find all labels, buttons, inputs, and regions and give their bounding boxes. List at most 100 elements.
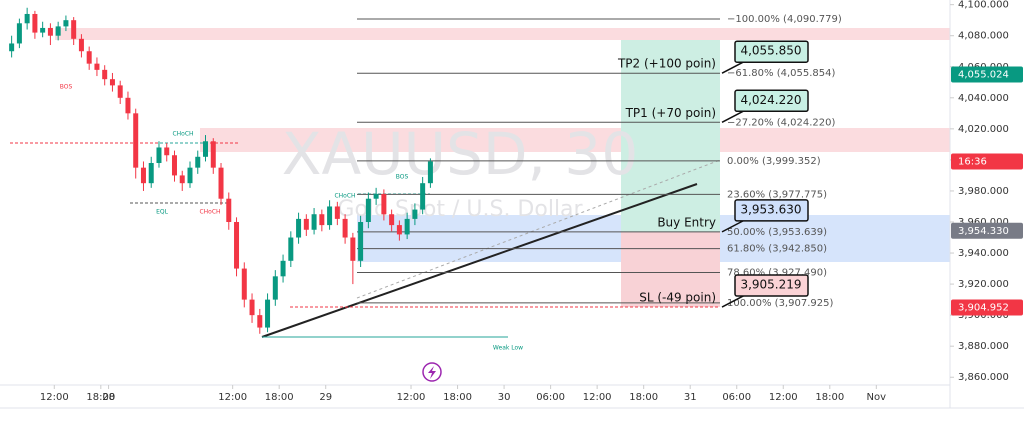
candle-body <box>40 27 46 33</box>
y-tick-label: 3,860.000 <box>958 372 1009 383</box>
candle-body <box>404 218 410 235</box>
candle-body <box>381 194 387 215</box>
candle-body <box>342 218 348 238</box>
y-tick-label: 3,940.000 <box>958 248 1009 259</box>
structure-label: EQL <box>156 209 169 216</box>
fib-label: 50.00% (3,953.639) <box>727 227 827 238</box>
callout-pointer <box>721 294 746 308</box>
candle-body <box>319 214 325 226</box>
callout-pointer <box>721 219 746 233</box>
candle-body <box>9 43 15 52</box>
callout-box <box>734 40 809 63</box>
price-tag <box>951 66 1023 83</box>
candle-body <box>280 260 286 277</box>
y-tick-label: 3,920.000 <box>958 279 1009 290</box>
candle-body <box>350 237 356 261</box>
y-tick-label: 3,880.000 <box>958 341 1009 352</box>
candle-body <box>412 209 418 219</box>
fib-label: 100.00% (3,907.925) <box>727 298 833 309</box>
y-tick-label: 4,100.000 <box>958 0 1009 11</box>
price-tag-label: 4,055.024 <box>958 69 1009 80</box>
countdown-label: 16:36 <box>958 156 987 167</box>
candle-body <box>389 214 395 226</box>
candle-body <box>210 141 216 168</box>
x-tick-label: 18:00 <box>265 392 294 403</box>
candle-body <box>203 141 209 157</box>
supply-zone <box>200 128 950 152</box>
trend-line <box>261 183 698 338</box>
y-tick-label: 3,980.000 <box>958 186 1009 197</box>
fib-label: −61.80% (4,055.854) <box>727 68 835 79</box>
x-tick-label: 12:00 <box>397 392 426 403</box>
countdown-tag <box>951 153 1023 170</box>
callout-box <box>734 89 809 113</box>
candle-body <box>303 218 309 230</box>
candle-body <box>427 161 433 184</box>
callout-label: 4,024.220 <box>740 93 801 107</box>
callout-label: 3,905.219 <box>740 278 801 292</box>
x-tick-label: 29 <box>319 392 332 403</box>
candle-body <box>171 155 177 176</box>
supply-zone <box>55 28 950 40</box>
y-tick-label: 4,040.000 <box>958 93 1009 104</box>
level-text: SL (-49 poin) <box>639 291 716 305</box>
structure-label: CHoCH <box>172 131 193 138</box>
fib-label: −27.20% (4,024.220) <box>727 117 835 128</box>
dashed-line <box>356 159 721 299</box>
price-tag-label: 3,904.952 <box>958 302 1009 313</box>
candle-body <box>249 299 255 316</box>
y-tick-label: 3,960.000 <box>958 217 1009 228</box>
candle-body <box>265 299 271 328</box>
candle-body <box>117 85 123 98</box>
level-text: TP1 (+70 poin) <box>625 106 716 120</box>
candle-body <box>257 315 263 328</box>
candle-body <box>164 147 170 156</box>
candle-body <box>78 38 84 52</box>
x-tick-label: 18:00 <box>815 392 844 403</box>
candle-body <box>226 198 232 222</box>
candle-body <box>296 218 302 238</box>
candle-body <box>365 198 371 222</box>
fib-label: 78.60% (3,927.490) <box>727 267 827 278</box>
level-text: Buy Entry <box>657 215 716 229</box>
profit-area <box>621 40 720 232</box>
candle-body <box>234 221 240 269</box>
candle-body <box>358 221 364 261</box>
candle-body <box>187 167 193 184</box>
candle-body <box>288 237 294 261</box>
fib-label: 61.80% (3,942.850) <box>727 244 827 255</box>
candle-body <box>55 26 61 36</box>
callout-box <box>734 274 809 297</box>
x-tick-label: 12:00 <box>218 392 247 403</box>
candle-body <box>32 13 38 33</box>
x-tick-label: 06:00 <box>536 392 565 403</box>
candle-body <box>148 163 154 184</box>
candle-body <box>125 97 131 114</box>
candle-body <box>373 194 379 199</box>
structure-label: BOS <box>396 174 409 181</box>
candle-body <box>94 63 100 70</box>
candle-body <box>102 69 108 80</box>
structure-label: CHoCH <box>199 209 220 216</box>
candle-body <box>156 147 162 164</box>
x-tick-label: 28 <box>102 392 115 403</box>
loss-area <box>621 232 720 307</box>
candle-body <box>24 13 30 24</box>
candle-body <box>109 79 115 86</box>
callout-label: 3,953.630 <box>740 202 801 216</box>
y-tick-label: 4,080.000 <box>958 31 1009 42</box>
candle-body <box>63 20 69 27</box>
candle-body <box>140 167 146 184</box>
candle-body <box>86 51 92 64</box>
x-tick-label: 12:00 <box>40 392 69 403</box>
fib-label: −100.00% (4,090.779) <box>727 14 842 25</box>
lightning-bolt <box>428 366 436 379</box>
x-tick-label: Nov <box>867 392 887 403</box>
x-tick-label: 31 <box>684 392 697 403</box>
x-tick-label: 12:00 <box>583 392 612 403</box>
candle-body <box>311 214 317 230</box>
structure-label: BOS <box>60 84 73 91</box>
x-tick-label: 18:00 <box>86 392 115 403</box>
